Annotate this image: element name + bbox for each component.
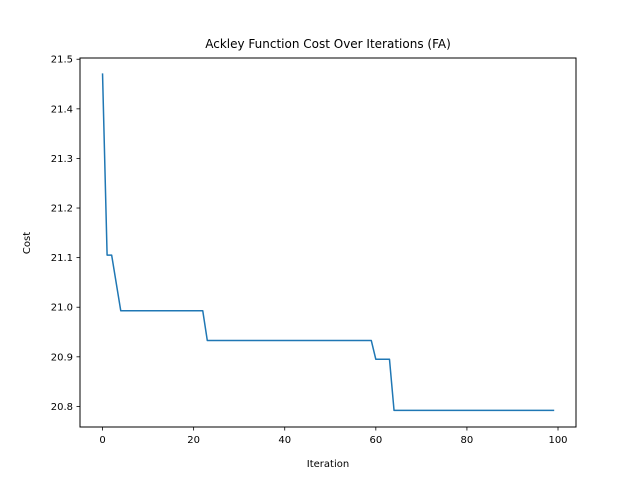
y-axis-label: Cost	[22, 232, 33, 254]
x-tick-label: 80	[461, 435, 474, 446]
x-axis-label: Iteration	[307, 459, 349, 470]
y-tick-label: 21.1	[51, 253, 73, 264]
y-axis: 20.8 20.9 21.0 21.1 21.2 21.3 21.4 21.5	[51, 55, 80, 413]
plot-area	[101, 73, 555, 412]
y-tick-label: 20.8	[51, 402, 73, 413]
x-tick-label: 100	[548, 435, 567, 446]
y-tick-label: 20.9	[51, 352, 73, 363]
x-axis: 0 20 40 60 80 100	[99, 427, 568, 446]
chart-title: Ackley Function Cost Over Iterations (FA…	[205, 37, 451, 51]
x-tick-label: 40	[278, 435, 291, 446]
y-tick-label: 21.4	[51, 104, 73, 115]
x-tick-label: 0	[99, 435, 105, 446]
x-tick-label: 20	[187, 435, 200, 446]
y-tick-label: 21.0	[51, 303, 73, 314]
y-tick-label: 21.3	[51, 154, 73, 165]
axes-frame	[79, 57, 577, 428]
y-tick-label: 21.2	[51, 204, 73, 215]
y-tick-label: 21.5	[51, 55, 73, 66]
x-tick-label: 60	[369, 435, 382, 446]
series-line-0	[101, 73, 555, 412]
